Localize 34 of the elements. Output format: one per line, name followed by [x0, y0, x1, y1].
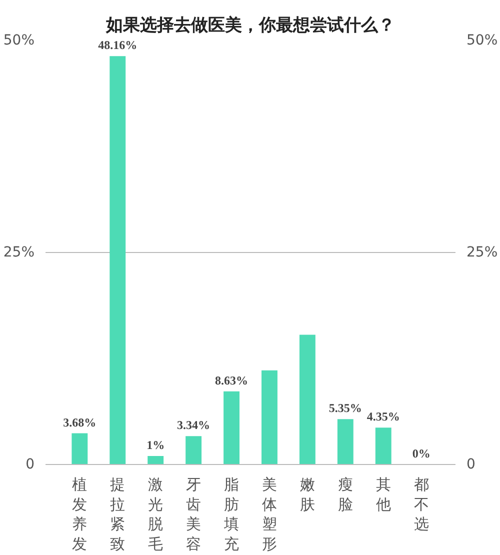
data-label: 0% — [412, 446, 430, 460]
bar — [186, 436, 202, 464]
x-tick-label: 牙齿美容 — [186, 476, 202, 553]
bar — [299, 334, 316, 464]
y-tick-label: 25% — [3, 244, 35, 260]
data-label: 3.34% — [177, 418, 210, 432]
data-label: 3.68% — [63, 415, 96, 430]
bar — [224, 391, 240, 464]
x-tick-label: 其他 — [376, 476, 391, 514]
y-tick-label: 0 — [26, 456, 35, 472]
bar — [337, 419, 354, 464]
data-label: 1% — [146, 438, 165, 452]
bar — [148, 456, 164, 464]
x-tick-label: 瘦脸 — [338, 476, 353, 514]
x-tick-label: 激光脱毛 — [148, 476, 164, 553]
x-tick-label: 都不选 — [414, 476, 429, 534]
x-tick-label: 嫩肤 — [300, 476, 315, 514]
y2-tick-label: 50% — [466, 32, 498, 48]
data-label: 4.35% — [366, 410, 400, 424]
y2-tick-label: 25% — [466, 244, 498, 260]
bar — [72, 433, 88, 464]
bar — [262, 370, 278, 464]
chart-title: 如果选择去做医美，你最想尝试什么？ — [105, 16, 395, 36]
x-tick-label: 植发养发 — [72, 476, 88, 553]
x-tick-label: 美体塑形 — [262, 476, 277, 553]
data-label: 48.16% — [98, 38, 138, 52]
data-label: 8.63% — [215, 373, 248, 388]
x-tick-label: 脂肪填充 — [223, 476, 240, 553]
bar — [375, 428, 392, 464]
y-tick-label: 50% — [3, 32, 35, 48]
y2-tick-label: 0 — [466, 456, 476, 472]
bar — [110, 56, 126, 464]
x-tick-label: 提拉紧致 — [110, 476, 126, 553]
data-label: 5.35% — [328, 401, 362, 416]
